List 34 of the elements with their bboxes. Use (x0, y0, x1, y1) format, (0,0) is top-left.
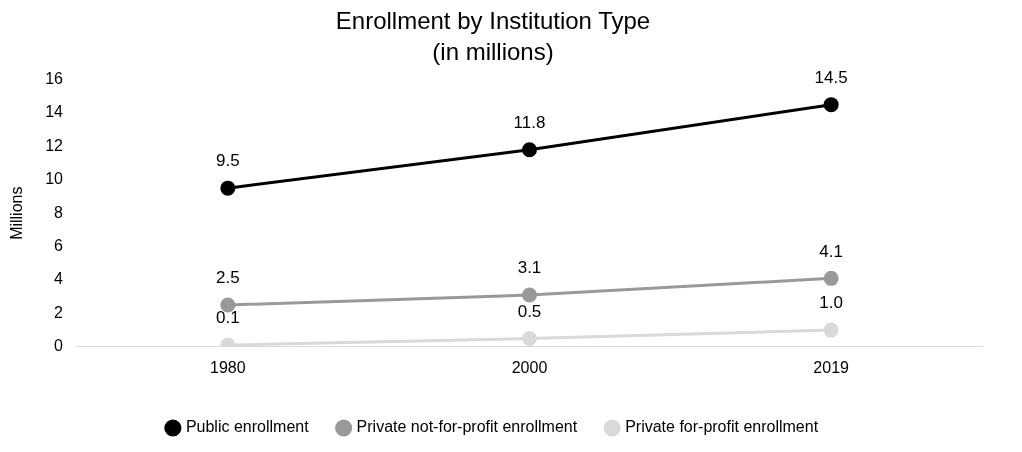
legend-label: Public enrollment (185, 418, 310, 436)
data-label: 0.5 (517, 301, 542, 321)
legend-label: Private not-for-profit enrollment (356, 418, 578, 436)
data-label: 3.1 (517, 258, 542, 278)
x-tick-label: 2019 (813, 358, 850, 376)
point (220, 180, 236, 196)
y-tick-label: 6 (54, 237, 64, 255)
legend-label: Private for-profit enrollment (625, 418, 819, 436)
chart-subtitle: (in millions) (432, 37, 554, 65)
x-tick-label: 2000 (511, 358, 548, 376)
data-label: 9.5 (216, 151, 240, 171)
y-tick-label: 2 (54, 303, 64, 321)
point (522, 287, 537, 303)
y-tick-label: 12 (45, 136, 64, 154)
chart-title: Enrollment by Institution Type (335, 7, 651, 35)
y-tick-label: 8 (54, 203, 64, 221)
x-tick-label: 1980 (210, 358, 246, 376)
data-label: 14.5 (814, 67, 848, 87)
point (522, 142, 537, 158)
data-label: 1.0 (819, 293, 843, 313)
point (823, 322, 839, 338)
data-label: 2.5 (216, 268, 240, 288)
y-tick-label: 0 (54, 337, 64, 355)
y-tick-label: 16 (45, 70, 64, 88)
point (823, 270, 839, 286)
data-label: 0.1 (216, 308, 240, 328)
data-label: 11.8 (513, 112, 546, 132)
point (522, 330, 537, 346)
y-tick-label: 10 (45, 170, 64, 188)
data-label: 4.1 (819, 241, 843, 261)
y-tick-label: 4 (54, 270, 64, 288)
y-axis-title: Millions (8, 186, 26, 240)
y-tick-label: 14 (45, 103, 64, 121)
point (823, 97, 839, 113)
